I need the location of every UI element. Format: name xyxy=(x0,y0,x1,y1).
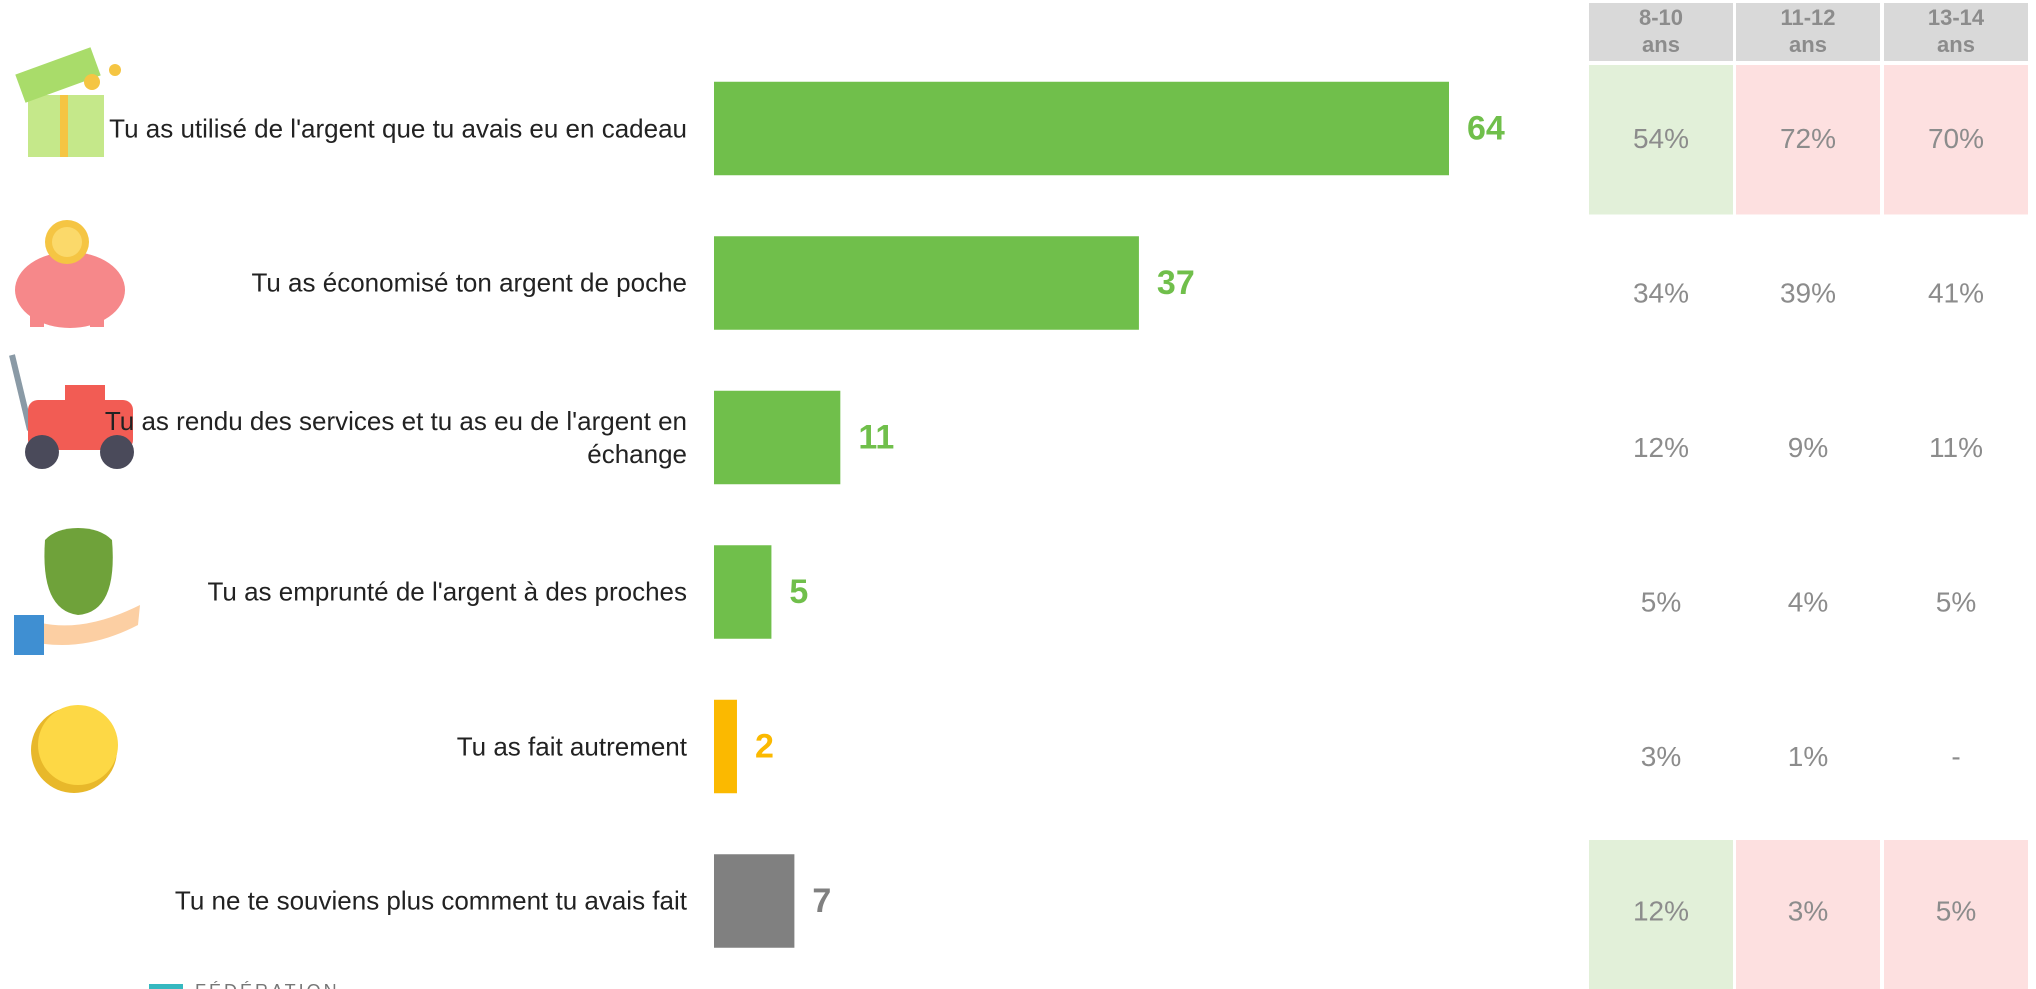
header-label: ans xyxy=(1789,32,1827,57)
footer-brand: FÉDÉRATION xyxy=(195,981,340,989)
footer-logo-bar xyxy=(149,984,183,989)
header-label: 13-14 xyxy=(1928,5,1985,30)
value-label: 64 xyxy=(1467,109,1505,147)
category-label: Tu as utilisé de l'argent que tu avais e… xyxy=(109,113,687,143)
header-label: 8-10 xyxy=(1639,5,1683,30)
table-value: 3% xyxy=(1788,895,1828,926)
header-label: ans xyxy=(1937,32,1975,57)
table-value: 11% xyxy=(1929,432,1983,463)
bar xyxy=(714,81,1449,176)
table-value: 9% xyxy=(1788,432,1828,463)
coin-icon xyxy=(31,705,118,793)
table-cell xyxy=(1736,65,1880,215)
value-label: 2 xyxy=(755,727,774,765)
value-label: 11 xyxy=(858,418,894,456)
table-value: 34% xyxy=(1633,277,1689,308)
table-cell xyxy=(1884,840,2028,989)
header-cell xyxy=(1884,3,2028,61)
table-value: 5% xyxy=(1936,895,1976,926)
table-cell xyxy=(1884,65,2028,215)
value-label: 7 xyxy=(812,882,831,920)
category-label: Tu as fait autrement xyxy=(456,731,687,761)
value-label: 5 xyxy=(789,573,808,611)
table-value: 1% xyxy=(1788,741,1828,772)
table-value: 5% xyxy=(1936,586,1976,617)
piggy-icon xyxy=(15,220,125,328)
table-value: 41% xyxy=(1928,277,1984,308)
mower-icon xyxy=(9,354,134,469)
gift-icon xyxy=(15,47,121,157)
bar xyxy=(714,236,1139,330)
category-label: Tu ne te souviens plus comment tu avais … xyxy=(174,885,687,916)
table-cell xyxy=(1589,65,1733,215)
table-cell xyxy=(1589,840,1733,989)
table-value: 12% xyxy=(1633,432,1689,463)
header-cell xyxy=(1736,3,1880,61)
table-value: 3% xyxy=(1641,741,1681,772)
value-label: 37 xyxy=(1157,264,1195,302)
category-label: Tu as emprunté de l'argent à des proches xyxy=(207,576,687,607)
table-value: 39% xyxy=(1780,277,1836,308)
header-label: 11-12 xyxy=(1780,5,1835,30)
table-value: - xyxy=(1951,741,1960,772)
table-cell xyxy=(1736,840,1880,989)
bar xyxy=(714,854,795,948)
table-value: 4% xyxy=(1788,586,1828,617)
header-cell xyxy=(1589,3,1733,61)
bar xyxy=(714,390,841,485)
table-value: 72% xyxy=(1780,123,1836,154)
bar xyxy=(714,545,772,639)
header-label: ans xyxy=(1642,32,1680,57)
bar xyxy=(714,699,737,794)
category-label: Tu as économisé ton argent de poche xyxy=(251,267,687,298)
category-label: Tu as rendu des services et tu as eu de … xyxy=(104,405,687,469)
table-value: 5% xyxy=(1641,586,1681,617)
table-value: 70% xyxy=(1928,123,1984,154)
table-value: 54% xyxy=(1633,123,1689,154)
table-value: 12% xyxy=(1633,895,1689,926)
money-bag-icon xyxy=(14,528,140,655)
